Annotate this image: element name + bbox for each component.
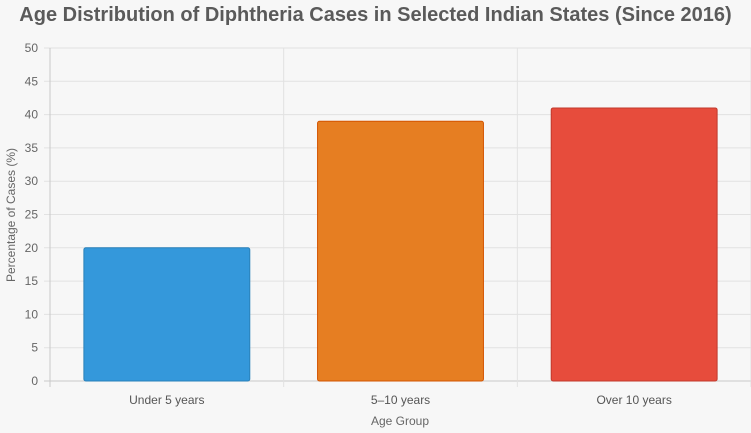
- y-tick-label: 40: [25, 108, 39, 122]
- y-axis-label: Percentage of Cases (%): [4, 148, 18, 282]
- axes: 0 5 10 15 20 25 30 35 40 45 50 Under 5 years 5–10 ye…: [25, 41, 672, 407]
- y-tick-label: 45: [25, 74, 39, 88]
- x-tick-label: 5–10 years: [371, 393, 430, 407]
- bar[interactable]: [550, 107, 718, 382]
- y-tick-label: 30: [25, 174, 39, 188]
- chart-title: Age Distribution of Diphtheria Cases in …: [19, 4, 732, 26]
- y-tick-label: 0: [31, 374, 38, 388]
- bars: [83, 107, 718, 382]
- x-tick-label: Under 5 years: [129, 393, 204, 407]
- y-tick-label: 10: [25, 307, 39, 321]
- bar[interactable]: [317, 120, 484, 382]
- y-tick-label: 35: [25, 141, 39, 155]
- y-tick-label: 15: [25, 274, 39, 288]
- y-tick-label: 5: [31, 341, 38, 355]
- y-tick-label: 20: [25, 241, 39, 255]
- y-tick-label: 50: [25, 41, 39, 55]
- y-tick-label: 25: [25, 208, 39, 222]
- x-axis-label: Age Group: [371, 414, 429, 428]
- bar[interactable]: [83, 247, 251, 382]
- x-tick-label: Over 10 years: [596, 393, 671, 407]
